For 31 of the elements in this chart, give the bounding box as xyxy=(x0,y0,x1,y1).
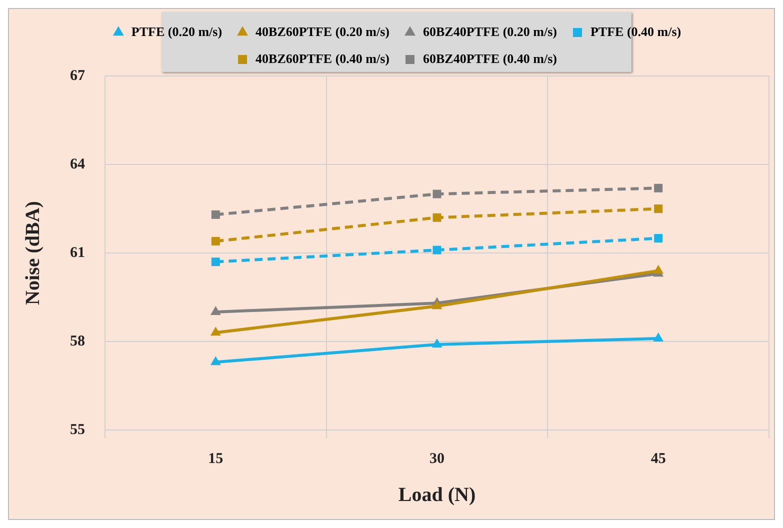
y-axis-title: Noise (dBA) xyxy=(22,201,44,305)
x-tick-label: 30 xyxy=(430,450,444,467)
x-tick-label: 15 xyxy=(208,450,224,467)
point xyxy=(210,326,221,336)
y-tick-label: 64 xyxy=(70,156,86,172)
legend-label: PTFE (0.40 m/s) xyxy=(590,24,682,39)
point xyxy=(654,234,663,242)
point xyxy=(654,204,663,213)
point xyxy=(653,332,664,342)
y-tick-label: 55 xyxy=(70,422,85,438)
point xyxy=(432,338,442,348)
y-tick-label: 61 xyxy=(70,244,85,261)
legend-label: 40BZ60PTFE (0.20 m/s) xyxy=(256,24,390,39)
point xyxy=(654,184,663,192)
legend-label: PTFE (0.20 m/s) xyxy=(131,24,222,39)
legend-label: 60BZ40PTFE (0.40 m/s) xyxy=(423,50,557,66)
y-tick-label: 67 xyxy=(70,68,86,84)
point xyxy=(211,258,220,266)
point xyxy=(653,264,664,274)
point xyxy=(432,246,442,254)
point xyxy=(210,356,221,366)
point xyxy=(432,213,442,222)
x-axis-title: Load (N) xyxy=(398,484,476,506)
point xyxy=(210,306,221,315)
legend-label: 40BZ60PTFE (0.40 m/s) xyxy=(256,50,390,66)
legend-label: 60BZ40PTFE (0.20 m/s) xyxy=(423,24,557,39)
x-tick-label: 45 xyxy=(650,450,666,467)
point xyxy=(432,300,442,310)
y-tick-label: 58 xyxy=(70,333,85,350)
point xyxy=(211,236,220,246)
point xyxy=(211,210,220,219)
